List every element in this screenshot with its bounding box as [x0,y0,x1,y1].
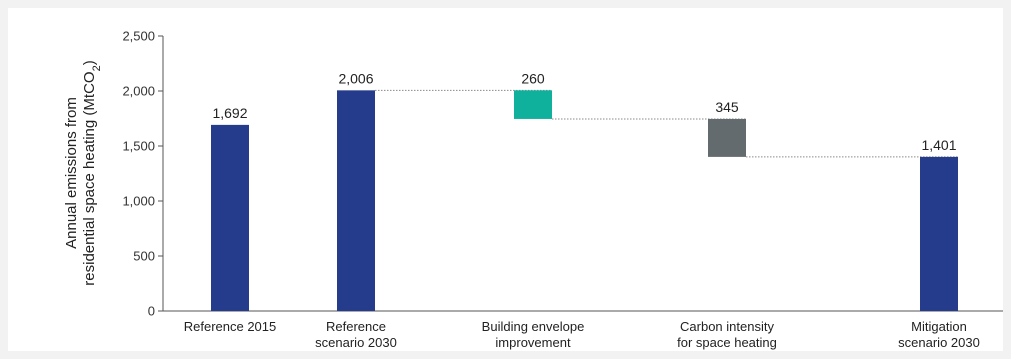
y-axis-title-line-2: residential space heating (MtCO2) [81,60,103,285]
bar [337,90,375,311]
bar [514,90,552,119]
bar [708,118,746,157]
y-tick-label: 500 [133,249,155,264]
y-tick-label: 2,000 [122,84,155,99]
waterfall-chart: Annual emissions from residential space h… [63,29,1003,350]
y-axis-title-line-1: Annual emissions from [63,97,80,249]
category-label: Reference scenario 2030 [315,319,397,350]
data-label: 260 [521,70,545,86]
y-tick-label: 1,500 [122,139,155,154]
y-axis-label: Annual emissions from residential space h… [63,60,103,285]
connector-lines [375,89,958,158]
y-axis: 0 500 1,000 1,500 2,000 2,500 [122,29,164,319]
data-label: 345 [715,99,739,115]
category-label: Building envelope improvement [482,319,585,350]
data-label: 1,401 [921,137,956,153]
y-tick-label: 2,500 [122,29,155,44]
data-label: 1,692 [212,105,247,121]
category-label: Carbon intensity for space heating [677,319,777,350]
bar [920,156,958,311]
y-tick-label: 0 [148,304,155,319]
bar [211,124,249,311]
value-labels: 1,692 2,006 260 345 1,401 [212,70,956,153]
bars [211,90,958,311]
category-label: Mitigation scenario 2030 [898,319,980,350]
category-label: Reference 2015 [184,319,277,334]
category-labels: Reference 2015 Reference scenario 2030 Buil… [184,319,980,350]
chart-panel: Annual emissions from residential space h… [8,8,1003,351]
y-tick-label: 1,000 [122,194,155,209]
data-label: 2,006 [338,70,373,86]
